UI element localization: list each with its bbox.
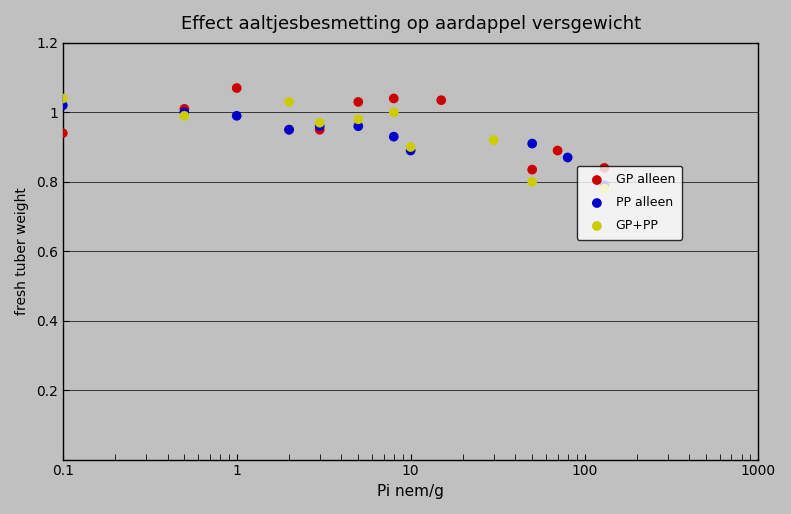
GP alleen [526,166,539,174]
PP alleen [282,125,295,134]
GP+PP [282,98,295,106]
GP alleen [352,98,365,106]
GP alleen [388,95,400,103]
GP+PP [178,112,191,120]
PP alleen [526,139,539,148]
PP alleen [178,108,191,117]
Title: Effect aaltjesbesmetting op aardappel versgewicht: Effect aaltjesbesmetting op aardappel ve… [180,15,641,33]
X-axis label: Pi nem/g: Pi nem/g [377,484,444,499]
GP+PP [598,185,611,193]
GP alleen [435,96,448,104]
PP alleen [562,153,574,161]
GP alleen [313,125,326,134]
GP alleen [56,129,69,137]
PP alleen [388,133,400,141]
GP+PP [56,95,69,103]
Y-axis label: fresh tuber weight: fresh tuber weight [15,187,29,315]
GP+PP [388,108,400,117]
GP alleen [178,105,191,113]
GP+PP [352,115,365,123]
Legend: GP alleen, PP alleen, GP+PP: GP alleen, PP alleen, GP+PP [577,166,683,240]
GP+PP [313,119,326,127]
PP alleen [352,122,365,131]
PP alleen [598,181,611,189]
GP+PP [487,136,500,144]
GP alleen [282,125,295,134]
PP alleen [404,146,417,155]
PP alleen [56,101,69,109]
PP alleen [230,112,243,120]
PP alleen [313,122,326,131]
GP+PP [404,143,417,151]
GP alleen [230,84,243,92]
GP alleen [598,164,611,172]
GP+PP [526,178,539,186]
GP alleen [551,146,564,155]
